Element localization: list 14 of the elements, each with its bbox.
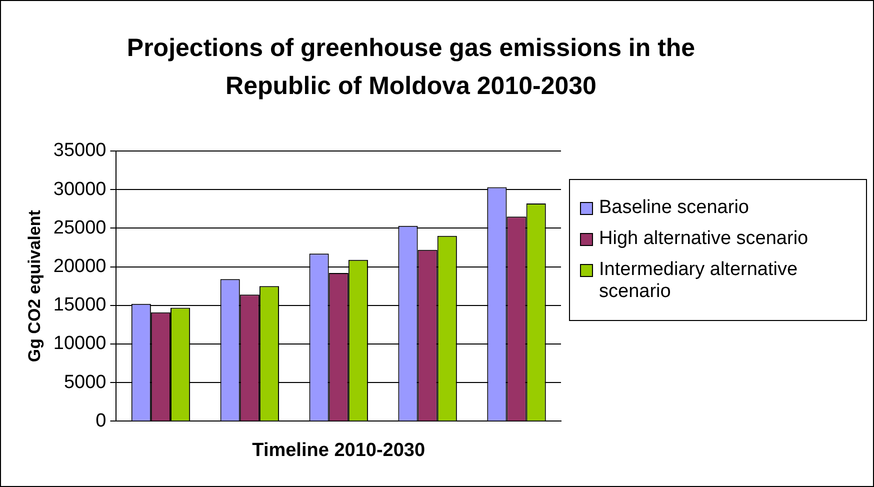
y-tick-label: 10000	[53, 333, 106, 354]
legend-label: High alternative scenario	[599, 228, 808, 250]
y-tick-label: 15000	[53, 294, 106, 316]
legend-label: Baseline scenario	[599, 197, 749, 219]
y-tick-label: 0	[96, 410, 106, 432]
y-tick-label: 35000	[53, 140, 106, 162]
y-tick-label: 30000	[53, 178, 106, 200]
y-tick-label: 25000	[53, 217, 106, 238]
y-tick-label: 5000	[64, 372, 106, 393]
x-axis-title: Timeline 2010-2030	[252, 440, 426, 461]
y-axis-title: Gg CO2 equivalent	[24, 210, 44, 362]
y-tick-label: 20000	[53, 256, 106, 278]
chart-title: Projections of greenhouse gas emissions in the Republic of Moldova 2010-2030	[126, 33, 696, 102]
legend-label: Intermediary alternative scenario	[599, 259, 799, 303]
